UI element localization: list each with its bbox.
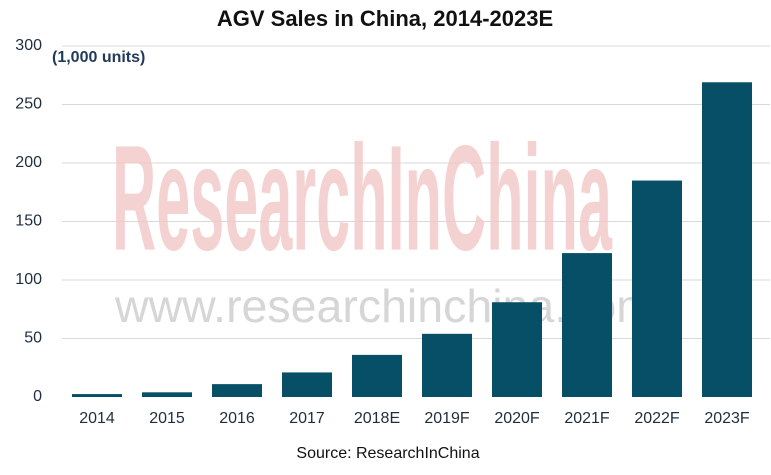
x-tick-label: 2014 [79, 410, 115, 427]
y-tick-label: 0 [33, 388, 42, 405]
bar [702, 82, 752, 398]
y-tick-label: 100 [15, 271, 42, 288]
unit-label: (1,000 units) [52, 49, 145, 66]
y-tick-label: 250 [15, 96, 42, 113]
bar [352, 354, 402, 397]
chart-title: AGV Sales in China, 2014-2023E [217, 6, 553, 31]
bar [562, 253, 612, 397]
bar [212, 384, 262, 397]
y-tick-label: 50 [24, 330, 42, 347]
x-tick-label: 2019F [424, 410, 470, 427]
x-tick-label: 2016 [219, 410, 255, 427]
bar [72, 394, 122, 397]
bar [422, 333, 472, 397]
x-tick-label: 2021F [564, 410, 610, 427]
x-tick-label: 2020F [494, 410, 540, 427]
x-tick-label: 2017 [289, 410, 325, 427]
x-tick-label: 2022F [634, 410, 680, 427]
x-tick-label: 2018E [354, 410, 400, 427]
watermark: ResearchInChina [112, 114, 613, 282]
x-tick-label: 2015 [149, 410, 185, 427]
y-tick-label: 300 [15, 37, 42, 54]
y-tick-label: 200 [15, 154, 42, 171]
bar [142, 392, 192, 397]
source: Source: ResearchInChina [296, 445, 479, 462]
x-tick-label: 2023F [704, 410, 750, 427]
bar [492, 302, 542, 397]
bar [632, 180, 682, 397]
bar [282, 372, 332, 397]
y-tick-label: 150 [15, 213, 42, 230]
